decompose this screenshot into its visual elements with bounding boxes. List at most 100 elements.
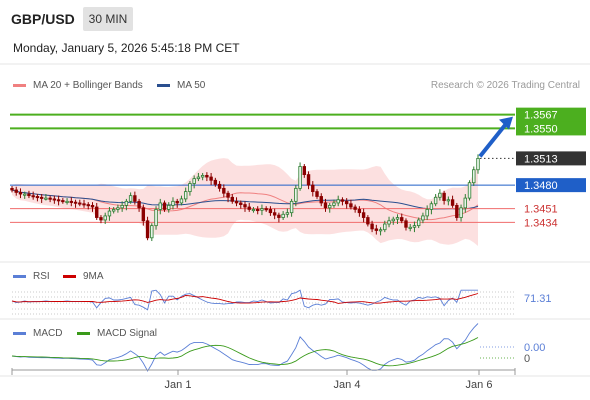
research-credit: Research © 2026 Trading Central: [430, 80, 580, 91]
candle-body: [73, 201, 78, 204]
candle-body: [391, 218, 395, 222]
candle-body: [217, 183, 222, 189]
candle-body: [446, 199, 451, 202]
candle-body: [107, 210, 112, 217]
candle-body: [370, 223, 374, 230]
legend-macd-signal-label: MACD Signal: [97, 328, 158, 339]
candle-body: [256, 209, 260, 212]
candle-body: [133, 195, 137, 202]
candle-body: [455, 204, 459, 218]
forecast-arrow-head: [499, 116, 513, 130]
candle-body: [294, 187, 298, 202]
legend-9ma-label: 9MA: [83, 271, 104, 282]
candle-body: [192, 178, 196, 184]
candle-body: [425, 209, 429, 217]
level-label: 1.3434: [524, 217, 558, 229]
bollinger-swatch: [13, 84, 26, 87]
candle-body: [412, 225, 417, 228]
candle-body: [285, 212, 290, 215]
candle-body: [243, 204, 247, 208]
candle-body: [463, 197, 467, 209]
candle-body: [128, 195, 133, 202]
candle-body: [65, 200, 69, 203]
candle-body: [366, 217, 370, 225]
candle-body: [361, 212, 366, 218]
candle-body: [281, 213, 285, 218]
ma50-swatch: [157, 84, 170, 87]
candle-body: [340, 199, 345, 202]
candle-body: [353, 206, 357, 210]
timeframe-button[interactable]: 30 MIN: [83, 7, 133, 31]
candle-body: [277, 214, 281, 218]
level-label-bg: [516, 121, 586, 136]
candle-body: [438, 192, 442, 198]
candle-body: [319, 196, 323, 204]
candle-body: [442, 192, 446, 201]
candle-body: [209, 176, 213, 181]
candle-body: [116, 207, 120, 210]
candle-body: [222, 187, 226, 194]
level-label: 1.3567: [524, 110, 558, 122]
candle-body: [10, 187, 14, 191]
candle-body: [400, 217, 404, 222]
legend-ma50-label: MA 50: [177, 80, 206, 91]
candle-body: [44, 197, 48, 200]
candle-body: [124, 200, 129, 206]
candle-body: [78, 202, 82, 205]
candle-body: [323, 202, 328, 209]
macd-swatch: [13, 332, 26, 335]
candle-body: [158, 202, 162, 210]
candle-body: [433, 196, 438, 205]
candle-body: [39, 196, 44, 199]
rsi-value-label: 71.31: [524, 293, 552, 305]
level-label: 1.3513: [524, 153, 558, 165]
legend-macd-label: MACD: [33, 328, 63, 339]
candle-body: [344, 200, 349, 205]
level-label: 1.3550: [524, 123, 558, 135]
candle-body: [226, 192, 230, 198]
candle-body: [298, 166, 302, 189]
legend-macd: MACD: [13, 328, 62, 339]
candle-body: [171, 200, 175, 206]
candle-body: [167, 204, 171, 210]
candle-body: [302, 166, 307, 175]
candle-body: [328, 204, 332, 209]
candle-body: [196, 176, 201, 180]
candle-body: [179, 198, 184, 204]
candle-body: [332, 202, 336, 206]
candle-body: [103, 215, 107, 221]
candle-body: [260, 208, 264, 211]
legend-9ma: 9MA: [63, 271, 104, 282]
candle-body: [95, 206, 99, 218]
candle-body: [459, 207, 463, 218]
candle-body: [472, 169, 476, 184]
candle-body: [404, 220, 408, 228]
candle-body: [200, 175, 205, 178]
legend-bollinger: MA 20 + Bollinger Bands: [13, 80, 143, 91]
level-label-bg: [516, 107, 586, 122]
candle-body: [336, 199, 340, 204]
candle-body: [315, 191, 319, 197]
candle-body: [416, 219, 421, 227]
candle-body: [476, 157, 480, 171]
candle-body: [175, 200, 179, 204]
candle-body: [306, 174, 311, 186]
forecast-arrow-shaft: [478, 121, 509, 158]
candle-body: [383, 223, 387, 231]
candle-body: [378, 229, 383, 232]
rsi-ma-line: [11, 293, 479, 304]
rsi-line: [11, 289, 478, 311]
candle-body: [213, 179, 218, 185]
macd-signal-value-label: 0: [524, 353, 530, 365]
level-label-bg: [516, 178, 586, 193]
candle-body: [120, 204, 124, 209]
candle-body: [205, 175, 209, 178]
candle-body: [141, 207, 146, 222]
candle-body: [450, 199, 455, 206]
candle-body: [31, 195, 35, 198]
candle-body: [23, 193, 27, 196]
x-tick-label: Jan 4: [334, 379, 361, 391]
symbol-title: GBP/USD: [11, 11, 75, 27]
legend-bollinger-label: MA 20 + Bollinger Bands: [33, 80, 143, 91]
